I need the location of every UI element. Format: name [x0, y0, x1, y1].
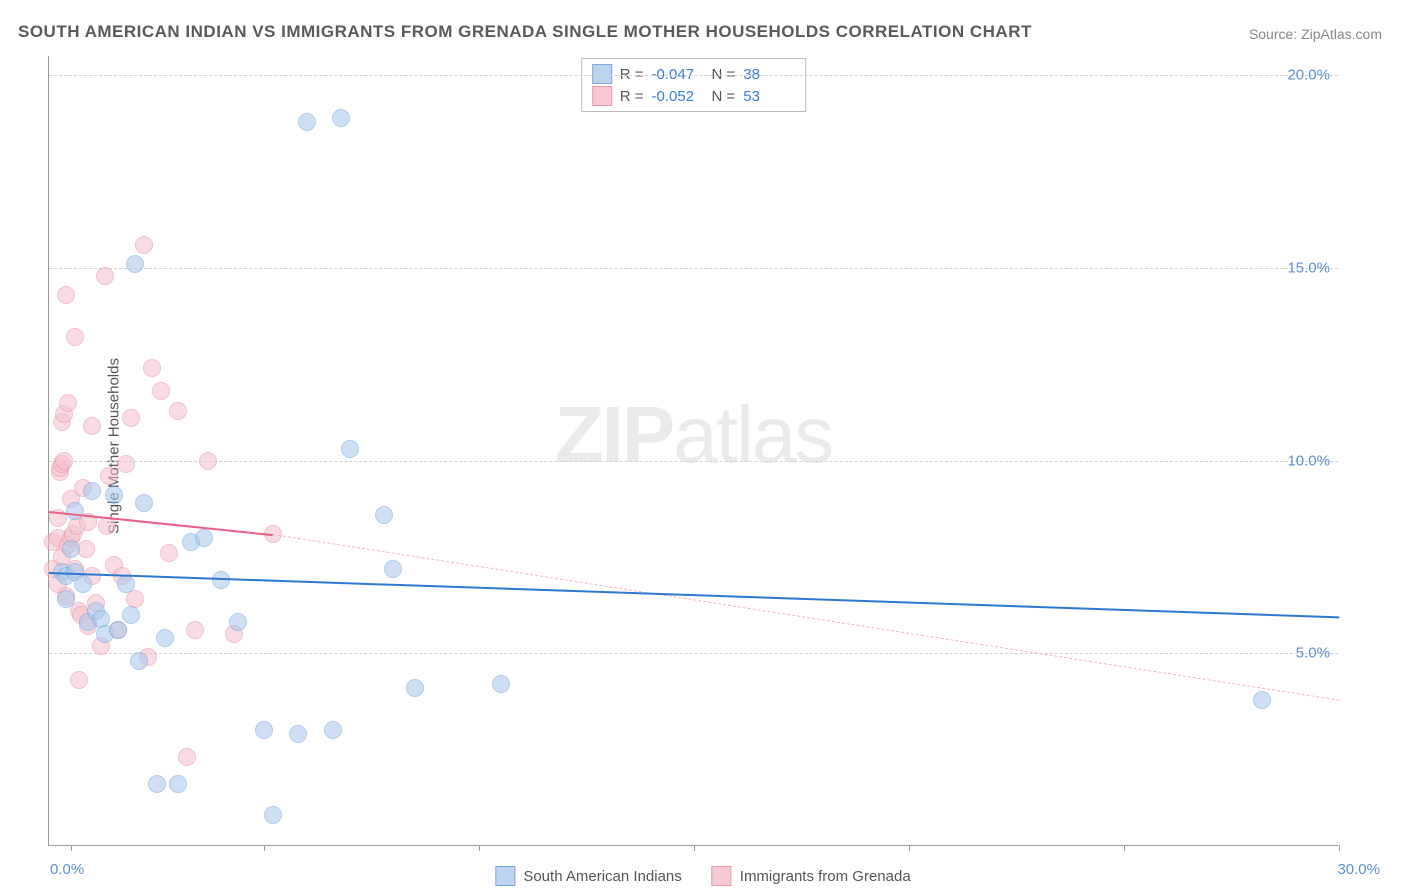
- stat-label-R: R =: [620, 66, 644, 83]
- data-point-grenada: [178, 748, 196, 766]
- data-point-sai: [126, 255, 144, 273]
- x-tick-mark: [1124, 845, 1125, 851]
- x-tick-mark: [1339, 845, 1340, 851]
- data-point-sai: [332, 109, 350, 127]
- legend-item-series-b: Immigrants from Grenada: [712, 866, 911, 886]
- data-point-grenada: [169, 402, 187, 420]
- data-point-sai: [117, 575, 135, 593]
- x-tick-mark: [264, 845, 265, 851]
- data-point-grenada: [83, 417, 101, 435]
- data-point-sai: [375, 506, 393, 524]
- stat-label-N: N =: [712, 66, 736, 83]
- stat-N-series-b: 53: [743, 88, 795, 105]
- correlation-stats-box: R = -0.047 N = 38 R = -0.052 N = 53: [581, 58, 807, 112]
- gridline-h: [49, 461, 1338, 462]
- data-point-grenada: [96, 267, 114, 285]
- data-point-grenada: [135, 236, 153, 254]
- legend-label-a: South American Indians: [523, 868, 681, 885]
- data-point-sai: [122, 606, 140, 624]
- trend-line-sai: [49, 572, 1339, 618]
- data-point-grenada: [66, 328, 84, 346]
- watermark-bold: ZIP: [555, 390, 673, 479]
- scatter-plot-area: ZIPatlas R = -0.047 N = 38 R = -0.052 N …: [48, 56, 1338, 846]
- stat-R-series-b: -0.052: [652, 88, 704, 105]
- source-attribution: Source: ZipAtlas.com: [1249, 26, 1382, 42]
- x-tick-mark: [909, 845, 910, 851]
- data-point-sai: [289, 725, 307, 743]
- data-point-sai: [1253, 691, 1271, 709]
- legend-label-b: Immigrants from Grenada: [740, 868, 911, 885]
- data-point-grenada: [152, 382, 170, 400]
- stat-label-R: R =: [620, 88, 644, 105]
- gridline-h: [49, 653, 1338, 654]
- data-point-sai: [492, 675, 510, 693]
- data-point-sai: [66, 502, 84, 520]
- x-axis-min-label: 0.0%: [50, 861, 84, 878]
- swatch-series-b: [592, 86, 612, 106]
- data-point-sai: [324, 721, 342, 739]
- watermark-text: ZIPatlas: [555, 389, 832, 481]
- data-point-sai: [74, 575, 92, 593]
- data-point-grenada: [117, 455, 135, 473]
- data-point-sai: [135, 494, 153, 512]
- data-point-sai: [156, 629, 174, 647]
- stats-row-series-b: R = -0.052 N = 53: [592, 85, 796, 107]
- y-tick-label: 10.0%: [1287, 452, 1330, 469]
- data-point-sai: [384, 560, 402, 578]
- data-point-sai: [195, 529, 213, 547]
- data-point-sai: [148, 775, 166, 793]
- data-point-grenada: [160, 544, 178, 562]
- legend-swatch-a: [495, 866, 515, 886]
- data-point-sai: [130, 652, 148, 670]
- x-tick-mark: [694, 845, 695, 851]
- data-point-grenada: [122, 409, 140, 427]
- data-point-grenada: [70, 671, 88, 689]
- data-point-grenada: [57, 286, 75, 304]
- data-point-grenada: [55, 452, 73, 470]
- gridline-h: [49, 75, 1338, 76]
- data-point-grenada: [100, 467, 118, 485]
- data-point-sai: [255, 721, 273, 739]
- stat-N-series-a: 38: [743, 66, 795, 83]
- legend: South American Indians Immigrants from G…: [495, 866, 910, 886]
- data-point-grenada: [186, 621, 204, 639]
- watermark-light: atlas: [673, 390, 832, 479]
- data-point-grenada: [143, 359, 161, 377]
- trend-line-grenada-dash: [273, 534, 1340, 701]
- data-point-sai: [298, 113, 316, 131]
- x-tick-mark: [71, 845, 72, 851]
- chart-title: SOUTH AMERICAN INDIAN VS IMMIGRANTS FROM…: [18, 22, 1032, 42]
- stat-label-N: N =: [712, 88, 736, 105]
- x-axis-max-label: 30.0%: [1337, 861, 1380, 878]
- data-point-sai: [83, 482, 101, 500]
- data-point-grenada: [199, 452, 217, 470]
- gridline-h: [49, 268, 1338, 269]
- y-tick-label: 5.0%: [1296, 645, 1330, 662]
- data-point-sai: [169, 775, 187, 793]
- data-point-sai: [62, 540, 80, 558]
- data-point-sai: [57, 590, 75, 608]
- data-point-sai: [341, 440, 359, 458]
- data-point-sai: [264, 806, 282, 824]
- x-tick-mark: [479, 845, 480, 851]
- data-point-sai: [105, 486, 123, 504]
- data-point-grenada: [59, 394, 77, 412]
- swatch-series-a: [592, 64, 612, 84]
- data-point-grenada: [98, 517, 116, 535]
- stats-row-series-a: R = -0.047 N = 38: [592, 63, 796, 85]
- data-point-sai: [109, 621, 127, 639]
- y-tick-label: 20.0%: [1287, 67, 1330, 84]
- legend-swatch-b: [712, 866, 732, 886]
- legend-item-series-a: South American Indians: [495, 866, 681, 886]
- data-point-sai: [406, 679, 424, 697]
- y-tick-label: 15.0%: [1287, 259, 1330, 276]
- stat-R-series-a: -0.047: [652, 66, 704, 83]
- data-point-sai: [229, 613, 247, 631]
